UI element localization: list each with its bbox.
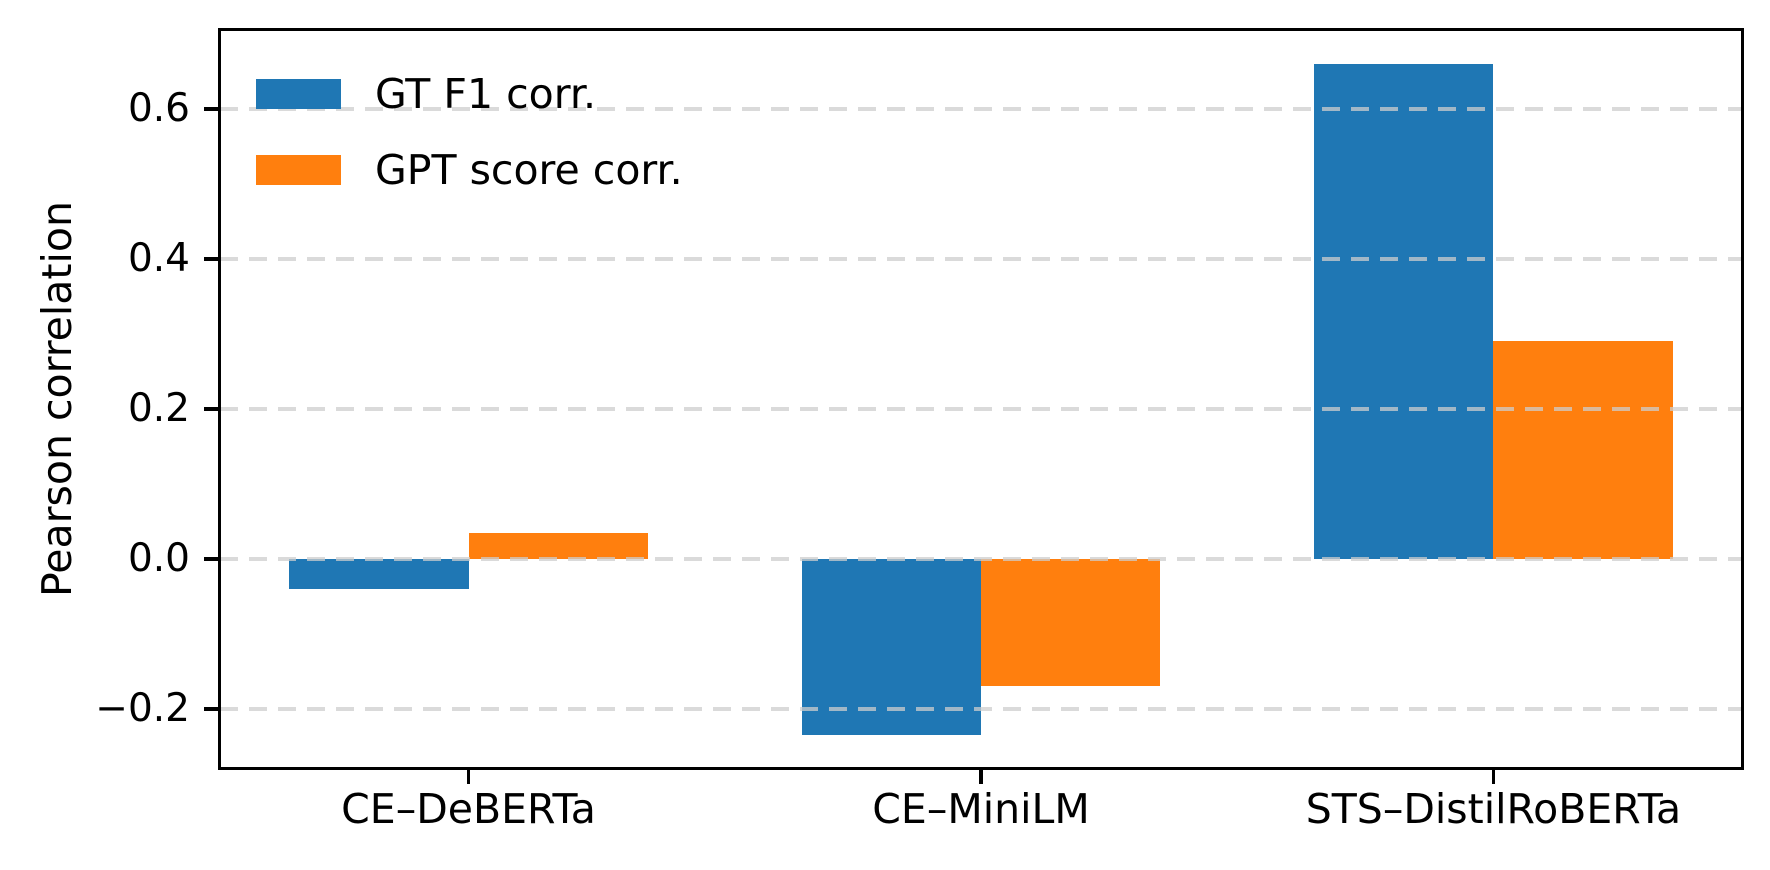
y-tick-label: 0.6 [127,85,190,131]
bar-gpt-score-corr-ce-deberta [468,532,648,559]
y-tick-label: 0.4 [127,235,190,281]
gridline-y-0.6 [220,107,1742,111]
gridline-y-0.0 [220,557,1742,561]
x-tick-mark [979,768,983,784]
gridline-y-−0.2 [220,707,1742,711]
legend: GT F1 corr. GPT score corr. [256,72,683,192]
y-tick-label: 0.2 [127,385,190,431]
gridline-y-0.4 [220,257,1742,261]
y-tick-mark [204,107,220,111]
legend-item-gpt-score-corr: GPT score corr. [256,148,683,192]
x-tick-mark [1491,768,1496,784]
bar-gt-f1-corr-sts-distilroberta [1314,63,1494,559]
legend-item-gt-f1-corr: GT F1 corr. [256,72,683,116]
y-tick-label: −0.2 [95,685,190,731]
y-tick-mark [204,257,220,261]
bar-gpt-score-corr-sts-distilroberta [1493,341,1673,559]
y-tick-label: 0.0 [127,535,190,581]
plot-area: GT F1 corr. GPT score corr. [218,28,1744,770]
x-tick-label-sts-distilroberta: STS–DistilRoBERTa [1305,785,1682,833]
x-tick-label-ce-minilm: CE–MiniLM [872,785,1090,833]
legend-swatch-icon [256,155,341,185]
bar-gt-f1-corr-ce-minilm [801,558,981,735]
legend-label: GT F1 corr. [375,70,596,118]
legend-swatch-icon [256,79,341,109]
x-tick-mark [466,768,471,784]
y-tick-mark [204,557,220,561]
bar-gpt-score-corr-ce-minilm [981,558,1161,687]
x-tick-label-ce-deberta: CE–DeBERTa [341,785,596,833]
y-tick-mark [204,707,220,711]
gridline-y-0.2 [220,407,1742,411]
legend-label: GPT score corr. [375,146,683,194]
y-tick-mark [204,407,220,411]
bar-gt-f1-corr-ce-deberta [289,558,469,589]
